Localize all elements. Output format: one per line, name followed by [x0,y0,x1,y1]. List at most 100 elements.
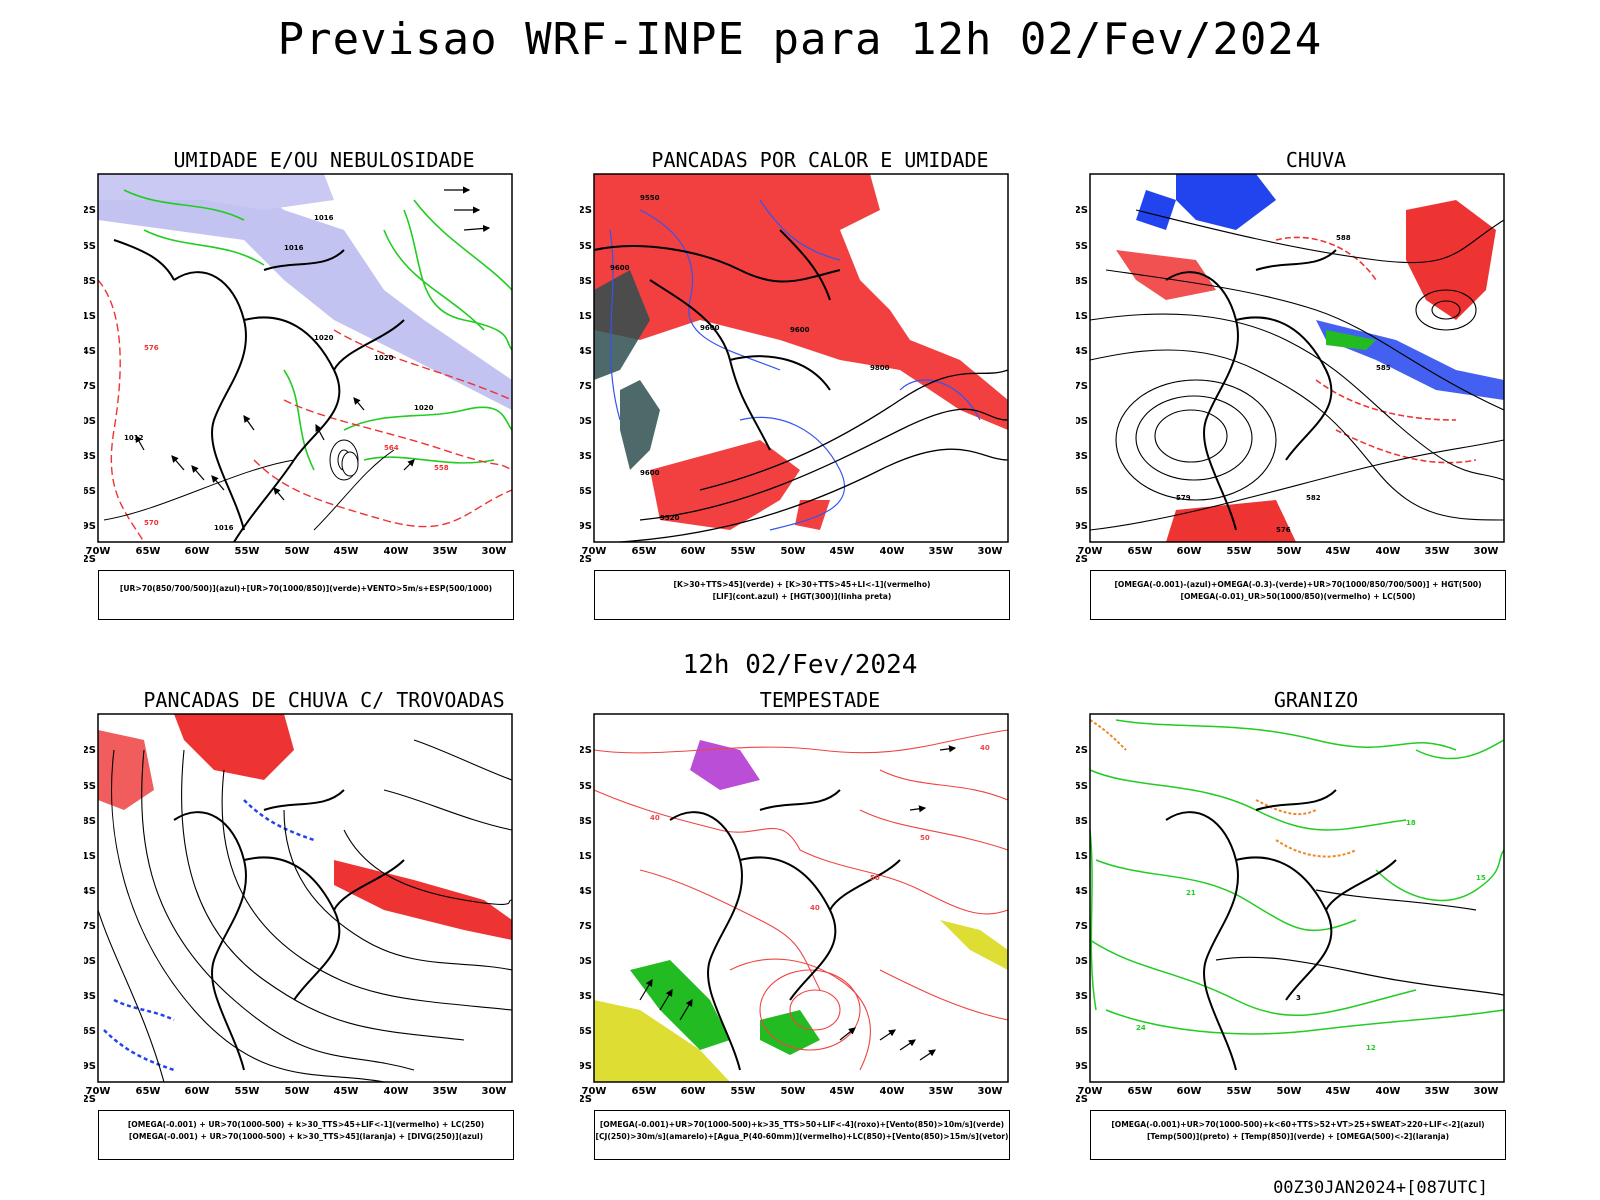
lat-label: 24S [580,346,592,357]
contour-label: 588 [1336,234,1351,242]
map-pancadas-calor: 12S 15S 18S 21S 24S 27S 30S 33S 36S 39S … [580,170,1060,570]
lon-label: 55W [235,546,260,557]
lon-label: 60W [681,1086,706,1097]
lon-label: 35W [433,546,458,557]
lat-label: 33S [1076,451,1088,462]
lon-label: 50W [781,546,806,557]
lon-label: 50W [1277,546,1302,557]
lat-label: 33S [580,451,592,462]
lat-label: 18S [580,816,592,827]
lat-label: 18S [84,816,96,827]
lon-label: 40W [1376,546,1401,557]
panel-chuva: CHUVA [1076,148,1556,628]
lat-label: 30S [580,956,592,967]
panel-umidade: UMIDADE E/OU NEBULOSIDADE [84,148,564,628]
lon-label: 35W [433,1086,458,1097]
panel-caption: [OMEGA(-0.001)+UR>70(1000-500)+k<60+TTS>… [1090,1110,1506,1160]
panel-title: GRANIZO [1273,688,1359,712]
lat-label: 18S [1076,816,1088,827]
contour-label: 15 [1476,874,1486,882]
lat-label: 30S [1076,956,1088,967]
panel-caption: [OMEGA(-0.001) + UR>70(1000-500) + k>30_… [98,1110,514,1160]
lon-label: 70W [1078,546,1103,557]
panel-caption: [UR>70(850/700/500)](azul)+[UR>70(1000/8… [98,570,514,620]
map-canvas: 12S 15S 18S 21S 24S 27S 30S 33S 36S 39S … [580,173,1009,565]
lon-label: 70W [582,1086,607,1097]
panel-title: CHUVA [1285,148,1347,172]
lon-label: 55W [731,546,756,557]
lat-label: 39S [84,521,96,532]
contour-label: 1016 [314,214,334,222]
lat-label: 21S [1076,851,1088,862]
lon-label: 55W [235,1086,260,1097]
map-canvas: 12S 15S 18S 21S 24S 27S 30S 33S 36S 39S … [1076,713,1505,1105]
lat-label: 12S [84,745,96,756]
lon-label: 45W [830,546,855,557]
lat-label: 24S [1076,886,1088,897]
lat-label: 18S [580,276,592,287]
lat-label: 30S [580,416,592,427]
panel-title: UMIDADE E/OU NEBULOSIDADE [173,148,475,172]
lon-label: 45W [830,1086,855,1097]
panel-pancadas-calor: PANCADAS POR CALOR E UMIDADE [580,148,1060,628]
contour-label: 9600 [610,264,630,272]
lat-label: 39S [1076,521,1088,532]
lat-label: 12S [580,205,592,216]
lon-label: 45W [1326,1086,1351,1097]
contour-label: 9520 [660,514,680,522]
panel-caption: [OMEGA(-0.001)-(azul)+OMEGA(-0.3)-(verde… [1090,570,1506,620]
lon-label: 50W [285,546,310,557]
contour-label: 40 [650,814,660,822]
panel-granizo: GRANIZO [1076,688,1556,1168]
lat-label: 21S [1076,311,1088,322]
contour-label: 576 [1276,526,1291,534]
contour-label: 9600 [640,469,660,477]
lat-label: 42S [580,554,592,565]
lon-label: 70W [1078,1086,1103,1097]
lon-label: 35W [929,1086,954,1097]
panel-title: PANCADAS POR CALOR E UMIDADE [651,148,989,172]
lat-label: 30S [84,416,96,427]
lat-label: 15S [580,241,592,252]
lon-label: 55W [731,1086,756,1097]
lon-label: 50W [285,1086,310,1097]
contour-label: 1016 [214,524,234,532]
run-timestamp: 00Z30JAN2024+[087UTC] [1273,1178,1488,1198]
lon-label: 45W [334,1086,359,1097]
lat-label: 39S [84,1061,96,1072]
lon-label: 35W [1425,546,1450,557]
lon-label: 65W [632,546,657,557]
lat-label: 36S [580,1026,592,1037]
contour-label: 570 [144,519,159,527]
lat-label: 42S [84,1094,96,1105]
lat-label: 15S [84,241,96,252]
lat-label: 36S [84,1026,96,1037]
contour-label: 579 [1176,494,1191,502]
contour-label: 50 [870,874,880,882]
contour-label: 40 [810,904,820,912]
panel-caption: [OMEGA(-0.001)+UR>70(1000-500)+k>35_TTS>… [594,1110,1010,1160]
map-trovoadas: 12S 15S 18S 21S 24S 27S 30S 33S 36S 39S … [84,710,564,1110]
lat-label: 15S [1076,781,1088,792]
lat-label: 36S [84,486,96,497]
lat-label: 21S [580,311,592,322]
contour-label: 585 [1376,364,1391,372]
lat-label: 21S [84,311,96,322]
contour-label: 40 [980,744,990,752]
lat-label: 36S [1076,1026,1088,1037]
contour-label: 1012 [124,434,144,442]
lat-label: 27S [84,921,96,932]
contour-label: 1016 [284,244,304,252]
panel-tempestade: TEMPESTADE [580,688,1060,1168]
lat-label: 36S [1076,486,1088,497]
lat-label: 30S [1076,416,1088,427]
lat-label: 27S [580,921,592,932]
lon-label: 70W [86,546,111,557]
lon-label: 50W [1277,1086,1302,1097]
contour-label: 1020 [374,354,394,362]
lat-label: 12S [84,205,96,216]
lon-label: 65W [1128,1086,1153,1097]
contour-label: 12 [1366,1044,1376,1052]
lon-label: 30W [482,546,507,557]
lon-label: 55W [1227,1086,1252,1097]
